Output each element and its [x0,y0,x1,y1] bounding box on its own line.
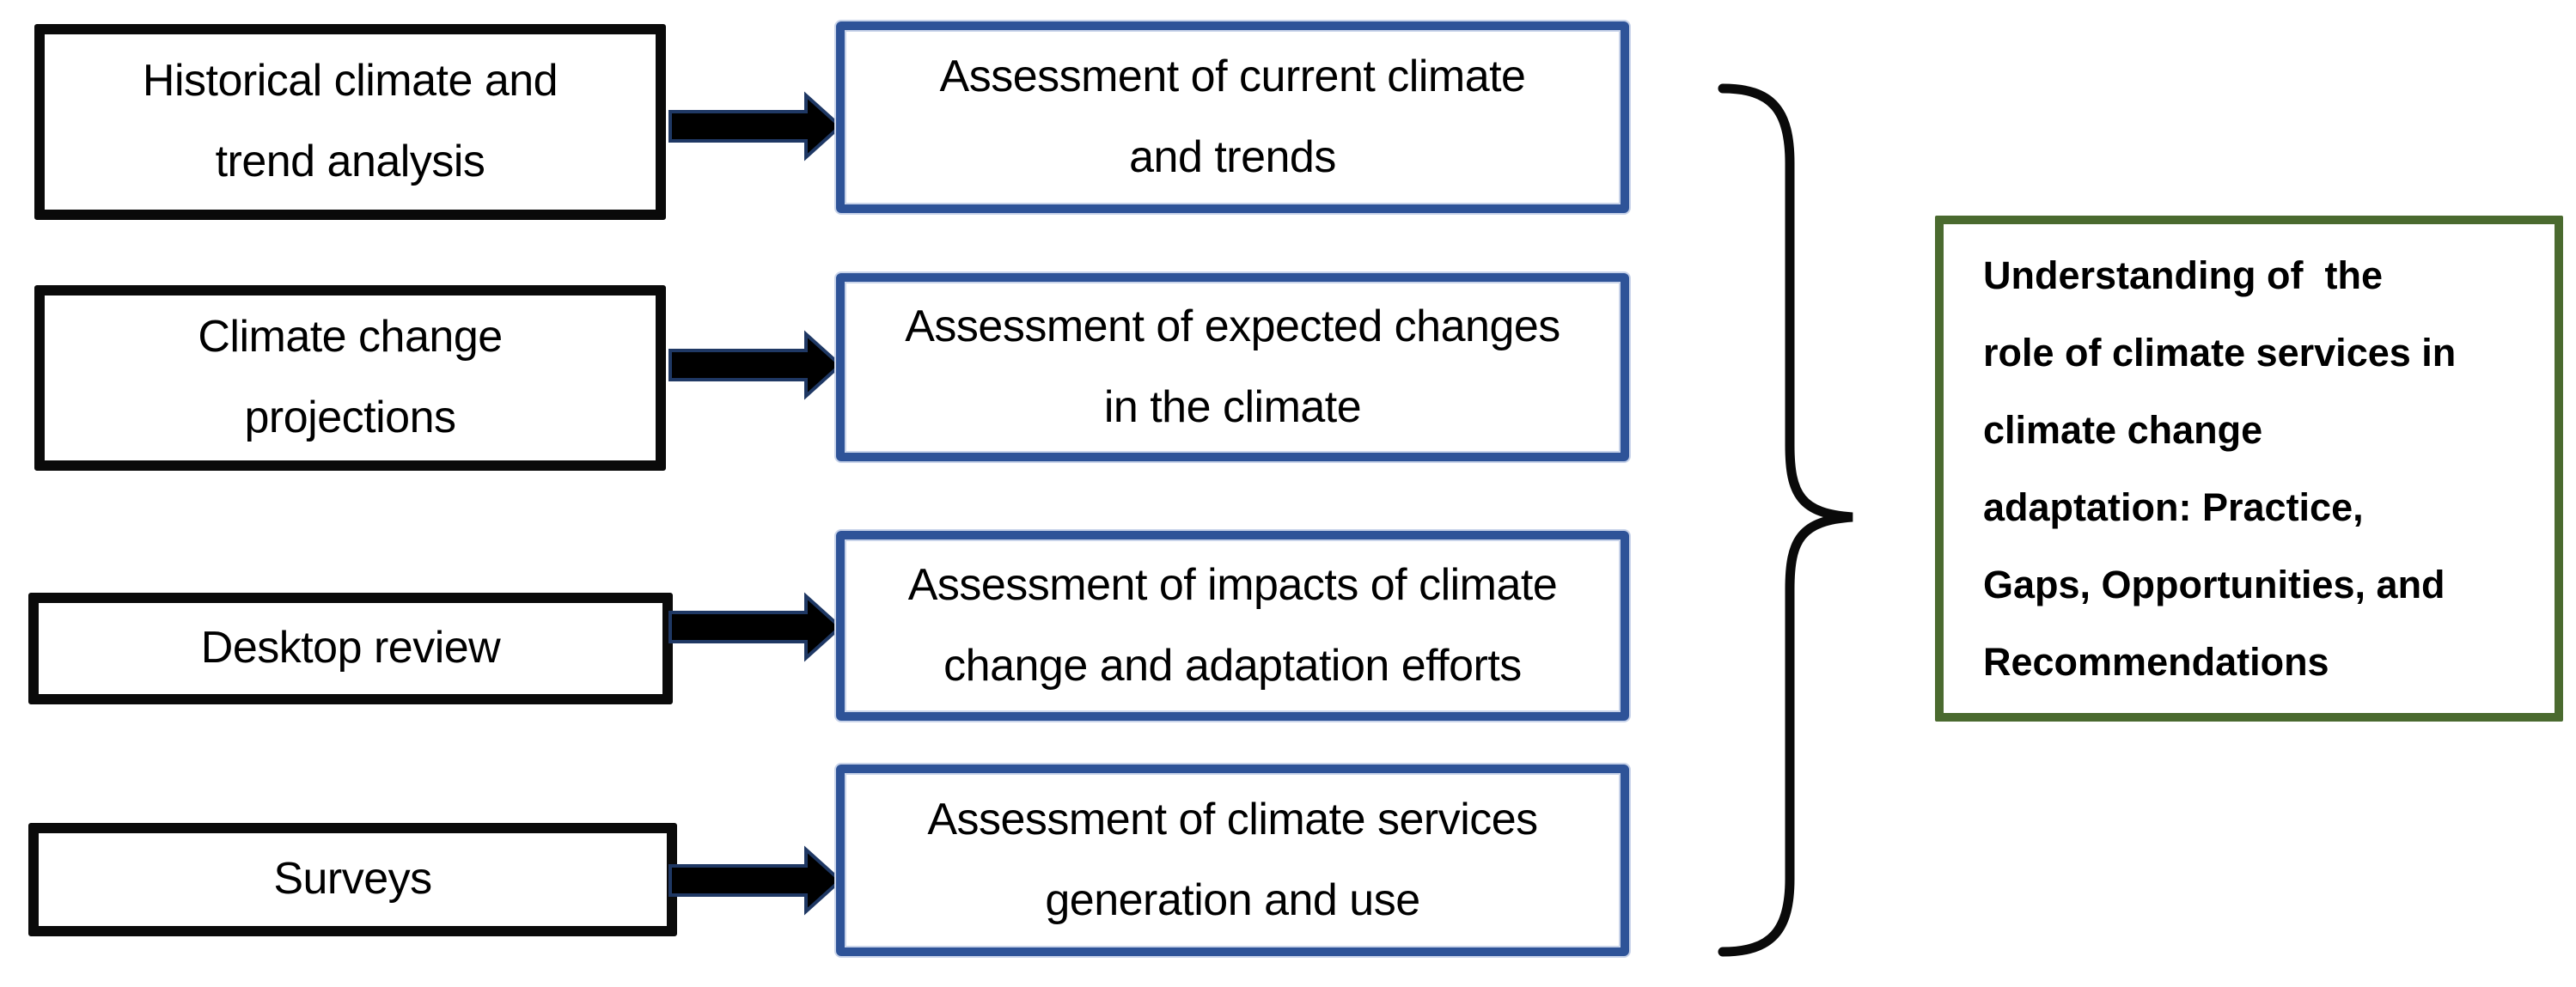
input-box-historical-climate: Historical climate and trend analysis [34,24,666,220]
arrow-right-icon [668,592,843,662]
assessment-box-impacts-adaptation-label: Assessment of impacts of climate change … [907,559,1558,691]
assessment-box-expected-changes-label: Assessment of expected changes in the cl… [905,301,1560,432]
arrow-right-icon [668,330,843,400]
assessment-box-impacts-adaptation: Assessment of impacts of climate change … [836,531,1629,721]
input-box-climate-projections-label: Climate change projections [198,312,503,442]
assessment-box-services-generation: Assessment of climate services generatio… [836,765,1629,956]
outcome-box-understanding: Understanding of the role of climate ser… [1935,216,2563,722]
input-box-climate-projections: Climate change projections [34,285,666,471]
input-box-desktop-review-label: Desktop review [200,623,501,673]
input-box-desktop-review: Desktop review [28,593,673,704]
assessment-box-current-climate-label: Assessment of current climate and trends [939,51,1526,182]
outcome-box-understanding-label: Understanding of the role of climate ser… [1983,253,2457,684]
input-box-surveys-label: Surveys [273,854,432,905]
input-box-surveys: Surveys [28,823,677,936]
assessment-box-expected-changes: Assessment of expected changes in the cl… [836,273,1629,461]
assessment-box-services-generation-label: Assessment of climate services generatio… [927,794,1538,925]
arrow-right-icon [668,91,843,161]
curly-brace-icon [1718,83,1853,957]
assessment-box-current-climate: Assessment of current climate and trends [836,21,1629,213]
arrow-right-icon [668,845,843,916]
input-box-historical-climate-label: Historical climate and trend analysis [142,56,559,186]
